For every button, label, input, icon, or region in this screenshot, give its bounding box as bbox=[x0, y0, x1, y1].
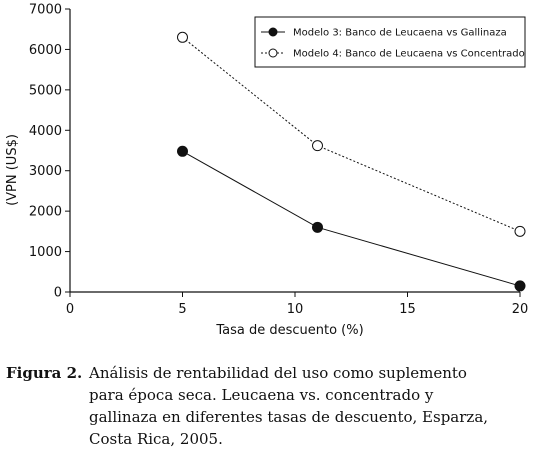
y-tick-label: 2000 bbox=[29, 205, 62, 220]
x-tick-label: 0 bbox=[66, 302, 74, 317]
y-axis-label: (VPN (US$) bbox=[5, 134, 20, 206]
x-axis-label: Tasa de descuento (%) bbox=[215, 323, 363, 338]
y-tick-label: 6000 bbox=[29, 43, 62, 58]
series-line-1 bbox=[182, 150, 521, 287]
x-tick-label: 20 bbox=[512, 302, 529, 317]
y-tick-label: 0 bbox=[54, 286, 62, 301]
caption-line-2: para época seca. Leucaena vs. concentrad… bbox=[89, 386, 434, 404]
y-tick-label: 1000 bbox=[29, 245, 62, 260]
y-tick-label: 4000 bbox=[29, 124, 62, 139]
data-point bbox=[312, 221, 323, 233]
legend-label-2: Modelo 4: Banco de Leucaena vs Concentra… bbox=[293, 49, 525, 60]
data-point bbox=[177, 31, 188, 43]
y-tick-label: 3000 bbox=[29, 164, 62, 179]
caption-line-3: gallinaza en diferentes tasas de descuen… bbox=[89, 408, 489, 426]
line-chart: 0 1000 2000 3000 4000 5000 6000 7000 0 5 10 15 20 Tas… bbox=[5, 3, 528, 339]
caption-label: Figura 2. bbox=[6, 364, 83, 382]
caption-line-1: Análisis de rentabilidad del uso como su… bbox=[89, 364, 467, 382]
y-tick-label: 7000 bbox=[29, 3, 62, 18]
data-point bbox=[177, 145, 188, 157]
series-layer bbox=[177, 31, 526, 292]
y-tick-label: 5000 bbox=[29, 83, 62, 98]
axes: 0 1000 2000 3000 4000 5000 6000 7000 0 5 10 15 20 Tas… bbox=[5, 3, 528, 339]
data-point bbox=[514, 280, 526, 292]
x-tick-label: 15 bbox=[399, 302, 416, 317]
data-point bbox=[514, 225, 526, 237]
legend-label-1: Modelo 3: Banco de Leucaena vs Gallinaza bbox=[293, 28, 507, 39]
data-point bbox=[312, 140, 323, 152]
caption-line-4: Costa Rica, 2005. bbox=[89, 430, 223, 448]
legend-marker-2 bbox=[268, 48, 278, 58]
legend-marker-1 bbox=[268, 27, 278, 37]
legend: Modelo 3: Banco de Leucaena vs Gallinaza… bbox=[254, 16, 526, 68]
legend-box bbox=[254, 16, 526, 68]
x-tick-label: 10 bbox=[287, 302, 304, 317]
x-tick-label: 5 bbox=[178, 302, 186, 317]
